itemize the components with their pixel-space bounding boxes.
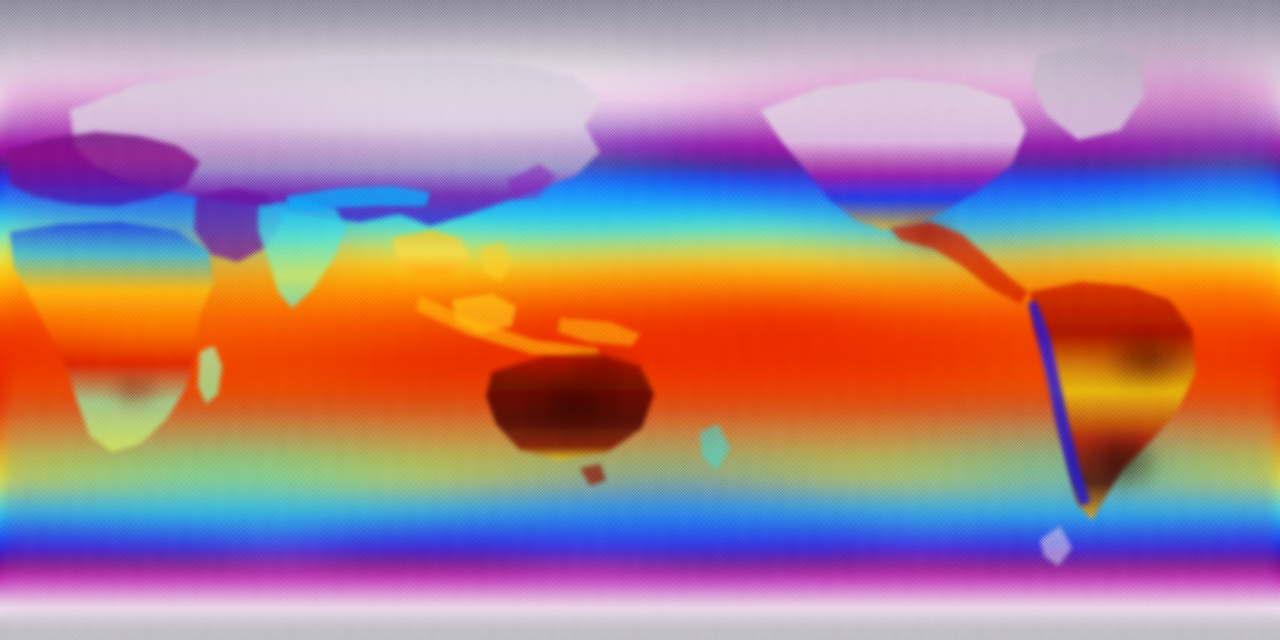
- hotspot-southern-africa: [108, 370, 162, 408]
- landmass-new-guinea: [558, 318, 640, 346]
- landmass-eurasia: [70, 58, 600, 226]
- landmass-europe: [8, 132, 200, 206]
- landmass-antarctic-peninsula: [1040, 526, 1072, 566]
- hotspot-northern-australia: [560, 352, 640, 392]
- landmass-japan: [508, 164, 556, 200]
- landmass-southeast-asia: [392, 230, 470, 276]
- landmass-philippines: [480, 242, 512, 282]
- hotspot-gran-chaco: [1078, 428, 1164, 494]
- landmass-india: [258, 200, 346, 308]
- landmass-sumatra-java: [416, 296, 600, 360]
- landmass-madagascar: [198, 346, 222, 404]
- himalaya-ridge: [286, 186, 430, 210]
- hotspot-mexico: [898, 216, 958, 250]
- landmass-north-america: [760, 78, 1026, 230]
- landmass-greenland: [1032, 44, 1144, 140]
- landmass-africa: [10, 222, 214, 452]
- andes-ridge: [1028, 300, 1090, 506]
- hotspot-amazon: [1100, 330, 1192, 388]
- landmass-new-zealand: [700, 424, 730, 470]
- landmass-tasmania: [580, 464, 606, 486]
